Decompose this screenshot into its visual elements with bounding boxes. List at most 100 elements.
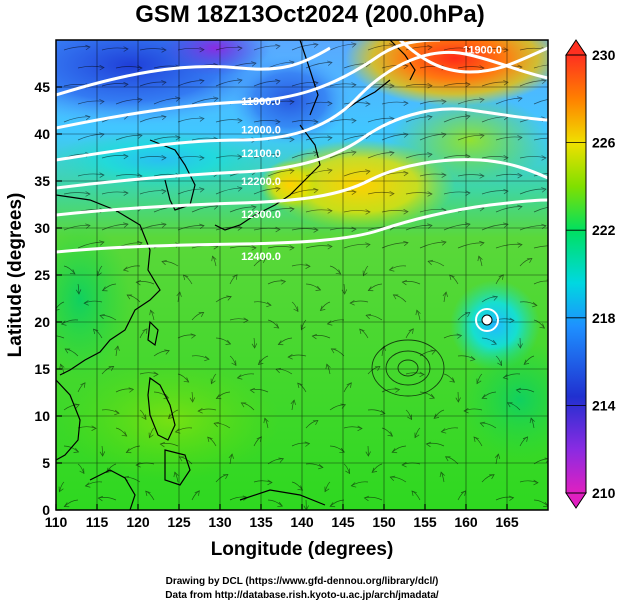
streamline	[191, 391, 194, 403]
streamline-arrow	[80, 382, 86, 388]
streamline	[139, 155, 167, 159]
streamline-arrow	[517, 343, 523, 349]
streamline	[63, 46, 91, 51]
streamline-arrow	[429, 393, 435, 399]
streamline-arrow	[541, 155, 547, 161]
streamline-arrow	[167, 413, 174, 419]
streamline	[291, 120, 319, 123]
streamline	[343, 210, 371, 213]
streamline	[405, 84, 433, 87]
streamline	[267, 208, 295, 213]
streamline-arrow	[346, 382, 352, 388]
coastline-mindanao	[164, 449, 191, 486]
streamline	[443, 155, 471, 159]
streamline-arrow	[213, 96, 219, 102]
streamline	[414, 427, 421, 438]
streamline-arrow	[290, 399, 296, 405]
streamline-arrow	[481, 394, 488, 400]
streamline	[253, 337, 256, 349]
streamline	[63, 265, 76, 275]
streamline-arrow	[374, 366, 381, 372]
streamline-arrow	[237, 45, 243, 52]
streamline-arrow	[367, 286, 374, 292]
streamline-arrow	[199, 187, 205, 193]
streamline-arrow	[128, 387, 135, 393]
streamline	[229, 355, 237, 366]
streamline-arrow	[351, 226, 357, 233]
streamline	[253, 80, 281, 87]
streamline	[443, 115, 471, 123]
streamline	[215, 155, 243, 159]
streamline-arrow	[275, 79, 281, 85]
streamline-arrow	[313, 119, 319, 125]
streamline-arrow	[97, 495, 104, 502]
streamline-arrow	[541, 78, 547, 85]
streamline-arrow	[449, 377, 456, 383]
streamline	[153, 97, 181, 105]
streamline	[177, 47, 205, 51]
streamline	[419, 391, 435, 399]
streamline-arrow	[365, 313, 372, 320]
streamline-arrow	[148, 432, 154, 439]
coastline-vietnam	[56, 379, 81, 461]
streamline	[237, 373, 255, 379]
streamline	[85, 481, 103, 487]
streamline-arrow	[476, 378, 482, 385]
streamline-arrow	[365, 101, 371, 107]
streamline-arrow	[441, 172, 447, 178]
streamline-arrow	[371, 467, 378, 473]
streamline-arrow	[349, 300, 355, 306]
streamline-arrow	[190, 333, 197, 339]
streamline	[61, 319, 79, 325]
streamline-arrow	[305, 263, 311, 269]
streamline-arrow	[460, 490, 467, 496]
y-tick-label: 15	[34, 361, 50, 377]
streamline	[101, 445, 104, 457]
streamline	[519, 156, 547, 159]
streamline-arrow	[289, 136, 295, 143]
colorbar-bottom-arrow	[565, 492, 587, 509]
streamline	[441, 427, 459, 433]
y-tick-label: 30	[34, 220, 50, 236]
streamline-arrow	[161, 80, 167, 86]
streamline	[495, 97, 523, 105]
streamline-arrow	[125, 448, 132, 454]
colorbar-labels: 210 214 218 222 226 230	[566, 47, 616, 501]
streamline-arrow	[403, 132, 409, 138]
streamline-arrow	[479, 240, 485, 247]
streamline-arrow	[498, 274, 504, 280]
streamline	[367, 409, 386, 414]
streamline-arrow	[137, 240, 143, 247]
streamline-arrow	[327, 135, 333, 141]
streamline-arrow	[101, 286, 108, 292]
streamline-arrow	[210, 378, 216, 385]
streamline	[371, 463, 383, 473]
streamline-arrow	[99, 64, 105, 71]
x-axis-title: Longitude (degrees)	[211, 539, 394, 560]
x-tick-label: 140	[290, 514, 314, 530]
streamline-arrow	[182, 274, 189, 281]
streamline	[101, 223, 129, 231]
streamline-arrow	[199, 223, 205, 230]
streamline-arrow	[392, 294, 399, 300]
streamline-arrow	[419, 371, 425, 378]
streamline-arrow	[555, 63, 560, 68]
streamline-arrow	[517, 172, 523, 179]
streamline-arrow	[479, 421, 486, 427]
streamline	[191, 97, 219, 105]
streamline	[215, 119, 243, 123]
y-tick-label: 40	[34, 126, 50, 142]
streamline	[97, 265, 103, 276]
coastline-new-guinea	[239, 489, 326, 506]
streamline	[476, 373, 483, 384]
streamline	[291, 481, 303, 491]
streamline	[305, 136, 333, 141]
streamline-arrow	[415, 309, 421, 316]
streamline	[77, 133, 105, 141]
colorbar-label: 210	[592, 485, 616, 501]
streamline-arrow	[327, 208, 333, 214]
streamline-arrow	[389, 190, 395, 197]
streamline-arrow	[541, 223, 547, 230]
streamline-arrow	[141, 414, 147, 421]
streamline-arrow	[311, 333, 318, 340]
